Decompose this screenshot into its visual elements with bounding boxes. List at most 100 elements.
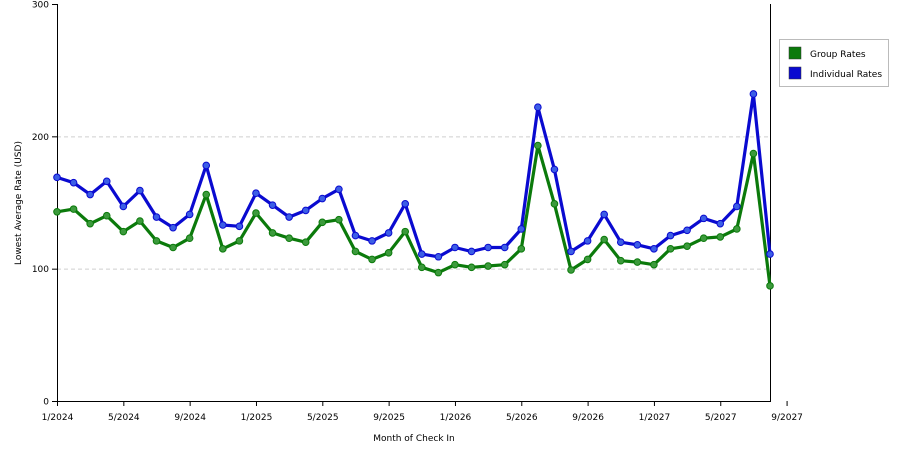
individual-rates-point (716, 219, 725, 228)
group-rates-point (301, 238, 310, 246)
x-tick-label: 9/2026 (572, 413, 604, 423)
group-rates-line (56, 144, 772, 287)
individual-rates-point (202, 161, 211, 170)
individual-rates-point (434, 252, 443, 261)
individual-rates-point (650, 245, 658, 253)
individual-rates-point (534, 103, 542, 112)
individual-rates-point (550, 165, 559, 174)
group-rates-point (666, 245, 675, 253)
individual-rates-point (600, 210, 608, 219)
individual-rates-point (567, 247, 575, 256)
y-tick-label: 0 (43, 398, 49, 408)
group-rates-point (285, 234, 293, 243)
x-tick-label: 5/2025 (307, 413, 339, 423)
series-lines (56, 92, 772, 287)
x-tick-label: 1/2024 (42, 413, 74, 423)
group-rates-point (69, 205, 78, 213)
group-rates-point (600, 235, 608, 244)
group-rates-point (733, 225, 741, 233)
group-rates-point (169, 243, 177, 252)
individual-rates-point (102, 177, 111, 186)
individual-rates-point (351, 231, 360, 240)
individual-rates-point (517, 225, 526, 233)
individual-rates-point (235, 222, 244, 231)
group-rates-point (252, 209, 260, 217)
individual-rates-point (86, 190, 94, 199)
group-rates-point (567, 266, 575, 274)
group-rates-point (716, 233, 725, 241)
individual-rates-point (185, 210, 194, 219)
individual-rates-point (484, 243, 492, 252)
group-rates-point (219, 245, 227, 253)
group-rates-point (484, 262, 492, 270)
x-tick-label: 5/2026 (506, 413, 538, 423)
group-rates-point (749, 149, 758, 158)
individual-rates-point (285, 213, 293, 221)
individual-rates-point (500, 243, 509, 252)
individual-rates-point (69, 178, 78, 187)
x-tick-label: 1/2026 (440, 413, 472, 423)
group-rates-point (136, 217, 144, 225)
individual-rates-point (219, 221, 227, 229)
group-rates-point (534, 141, 542, 150)
individual-rates-point (451, 243, 459, 252)
individual-rates-point (136, 186, 144, 195)
group-rates-point (351, 247, 360, 256)
group-rates-point (417, 263, 426, 272)
individual-rates-point (417, 250, 426, 258)
group-rates-point (616, 256, 625, 265)
individual-rates-point (53, 173, 61, 182)
legend-swatch-group-rates (788, 46, 802, 60)
individual-rates-point (368, 237, 376, 245)
legend-label-individual-rates: Individual Rates (810, 70, 882, 80)
individual-rates-point (401, 200, 410, 208)
individual-rates-point (268, 201, 277, 209)
individual-rates-point (119, 202, 128, 211)
individual-rates-point (152, 213, 161, 221)
group-rates-point (683, 242, 691, 250)
axes (52, 4, 788, 406)
x-tick-label: 5/2027 (705, 413, 737, 423)
group-rates-point (699, 234, 708, 243)
group-rates-point (185, 234, 194, 243)
legend: Group Rates Individual Rates (779, 39, 889, 87)
legend-label-group-rates: Group Rates (810, 50, 866, 60)
group-rates-point (86, 219, 94, 228)
tick-labels: 0 100 200 300 1/2024 5/2024 9/2024 1/2025 5/2025… (32, 1, 803, 424)
x-tick-label: 1/2027 (639, 413, 671, 423)
group-rates-point (318, 218, 327, 227)
group-rates-point (335, 215, 343, 224)
group-rates-point (434, 268, 443, 277)
individual-rates-point (318, 194, 327, 203)
individual-rates-line (56, 92, 772, 259)
group-rates-point (500, 260, 509, 269)
x-tick-label: 9/2024 (174, 413, 206, 423)
x-tick-label: 5/2024 (108, 413, 140, 423)
individual-rates-point (666, 231, 675, 240)
group-rates-point (401, 227, 410, 236)
individual-rates-point (335, 185, 343, 194)
individual-rates-point (699, 214, 708, 223)
individual-rates-point (252, 189, 260, 198)
group-rates-point (53, 207, 61, 216)
x-tick-label: 1/2025 (241, 413, 273, 423)
y-axis-title: Lowest Average Rate (USD) (14, 141, 24, 265)
y-tick-label: 200 (32, 133, 49, 143)
individual-rates-point (733, 202, 741, 211)
group-rates-point (235, 237, 244, 245)
individual-rates-point (169, 223, 177, 232)
group-rates-point (152, 237, 161, 245)
group-rates-point (268, 229, 277, 237)
x-tick-label: 9/2025 (373, 413, 405, 423)
group-rates-point (766, 282, 774, 290)
y-tick-label: 300 (32, 1, 49, 11)
group-rates-point (384, 248, 393, 257)
individual-rates-point (616, 238, 625, 246)
group-rates-point (202, 190, 211, 199)
group-rates-point (633, 258, 642, 266)
group-rates-point (368, 255, 376, 264)
group-rates-point (451, 260, 459, 269)
individual-rates-point (301, 206, 310, 215)
group-rates-point (517, 245, 526, 253)
